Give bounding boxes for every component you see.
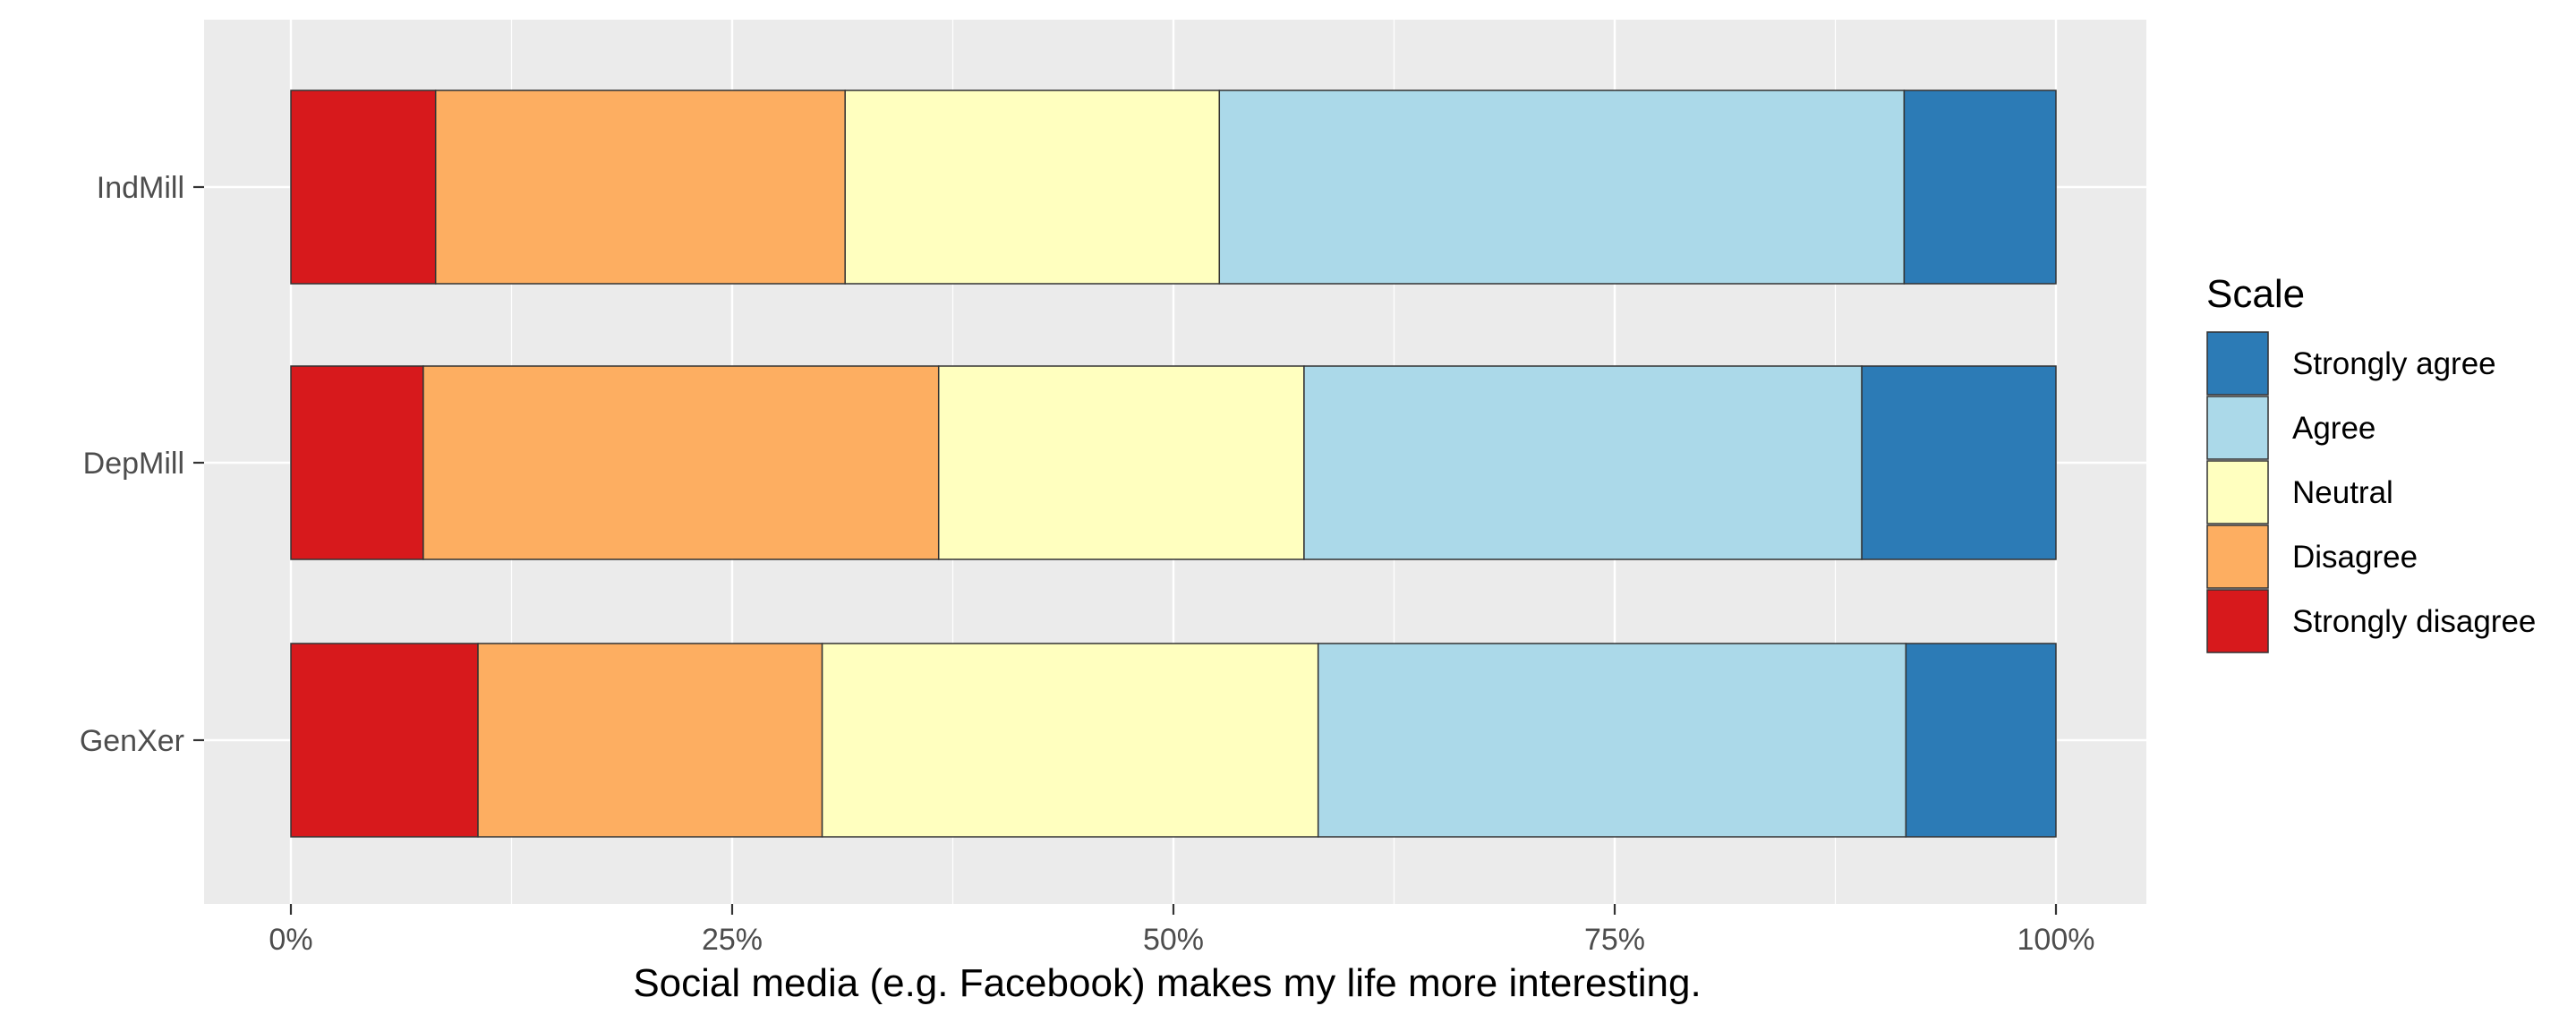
legend-label: Neutral [2292,475,2393,510]
x-tick-label: 0% [269,923,312,957]
bar-segment [290,90,437,285]
legend-key-swatch [2206,524,2269,589]
bar-segment [1218,90,1906,285]
bar-segment [1317,643,1907,838]
y-tick-label: GenXer [80,724,184,758]
x-tick-label: 50% [1143,923,1204,957]
legend-label: Agree [2292,411,2376,446]
y-axis: IndMill DepMill GenXer [80,171,204,758]
legend-key-swatch [2206,589,2269,653]
legend-title: Scale [2206,272,2305,316]
legend: Scale Strongly agree Agree Neutral Disagree… [2206,272,2536,653]
x-tick-label: 25% [702,923,763,957]
bar-segment [821,643,1319,838]
y-tick-label: IndMill [97,171,184,205]
legend-key-swatch [2206,460,2269,524]
bar-segment [1905,643,2057,838]
bar-segment [937,365,1305,560]
y-tick-label: DepMill [83,447,184,481]
x-axis-title: Social media (e.g. Facebook) makes my li… [633,961,1701,1005]
bar-segment [1903,90,2057,285]
bar-segment [1861,365,2057,560]
x-tick-label: 100% [2017,923,2095,957]
legend-label: Strongly agree [2292,346,2496,381]
bar-segment [290,643,479,838]
x-axis: 0% 25% 50% 75% 100% [269,904,2094,957]
bar-segment [422,365,940,560]
bar-segment [844,90,1221,285]
bar-segment [290,365,424,560]
bars [290,90,2057,838]
legend-label: Strongly disagree [2292,604,2536,639]
bar-segment [477,643,823,838]
legend-key-swatch [2206,396,2269,460]
bar-segment [1303,365,1863,560]
legend-key-swatch [2206,331,2269,396]
x-tick-label: 75% [1584,923,1645,957]
legend-label: Disagree [2292,540,2418,575]
bar-segment [434,90,846,285]
